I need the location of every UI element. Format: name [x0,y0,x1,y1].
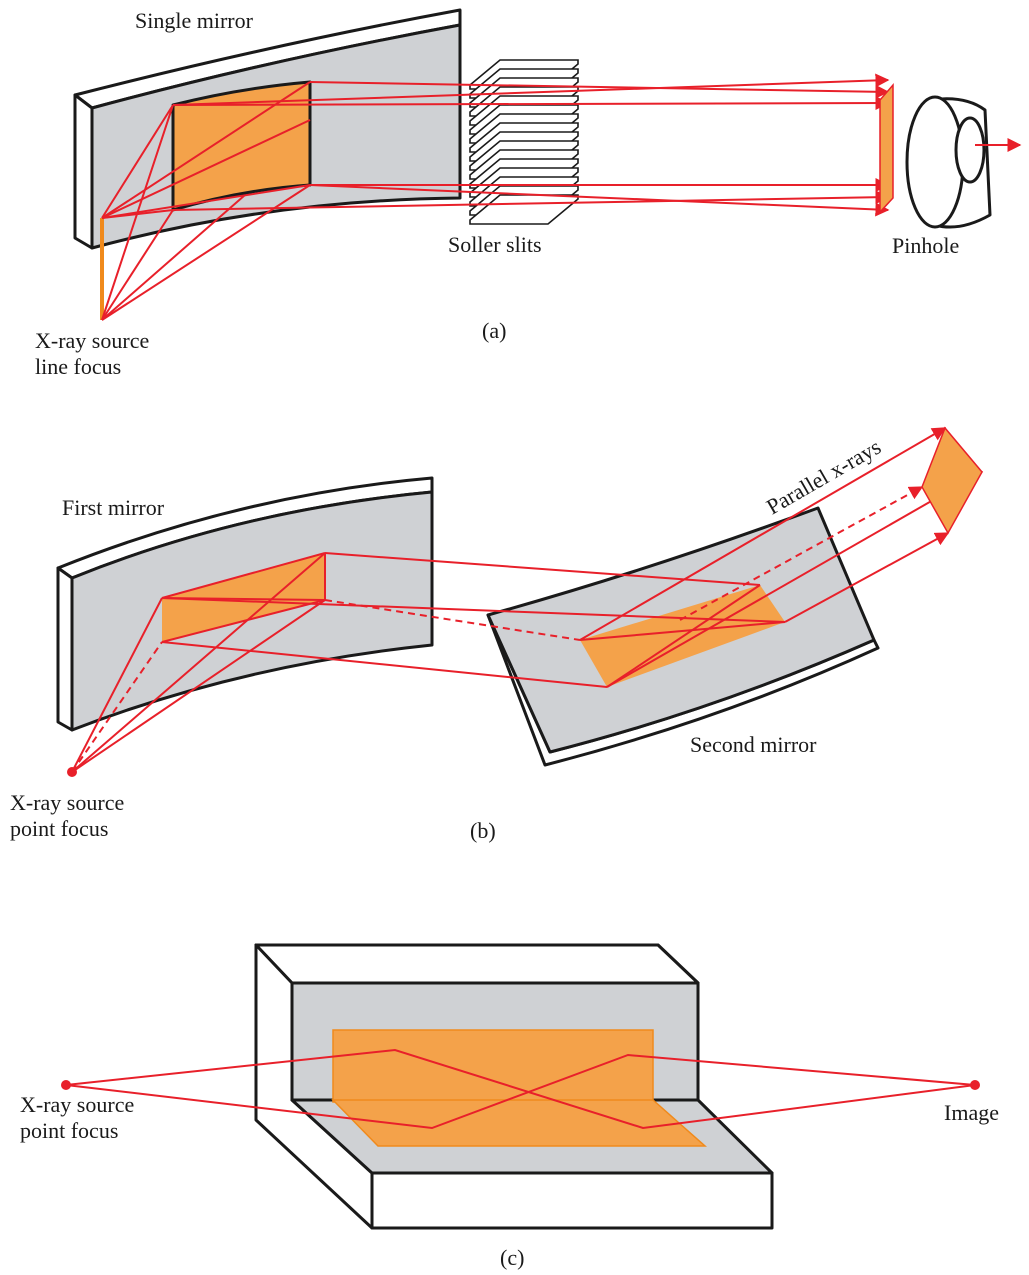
pinhole [905,95,1022,229]
second-mirror-label: Second mirror [690,732,817,757]
source-label-b-1: X-ray source [10,790,124,815]
caption-c: (c) [500,1245,524,1270]
panel-b: First mirror Parallel x-rays Second mirr… [10,426,984,843]
kb-vertical-patch [332,1029,654,1103]
source-label-a-2: line focus [35,354,121,379]
kb-horizontal-patch [331,1099,707,1147]
caption-a: (a) [482,318,506,343]
panel-c: X-ray source point focus Image (c) [20,943,999,1270]
source-label-a-1: X-ray source [35,328,149,353]
source-label-c-2: point focus [20,1118,118,1143]
parallel-xrays-label: Parallel x-rays [762,434,885,519]
source-label-c-1: X-ray source [20,1092,134,1117]
pinhole-label: Pinhole [892,233,959,258]
single-mirror-side [73,93,94,250]
rays-c [65,1048,976,1130]
panel-a: Single mirror Soller slits Pinhole X-ray… [35,8,1022,379]
beam-cross-section-a [879,82,894,214]
caption-b: (b) [470,818,496,843]
reflected-rays-a [172,73,890,217]
source-label-b-2: point focus [10,816,108,841]
image-label: Image [944,1100,999,1125]
first-mirror-patch [162,553,325,642]
first-mirror-side [56,566,74,732]
kb-back-wall-top [254,943,700,985]
single-mirror-label: Single mirror [135,8,254,33]
rays-b [71,427,984,773]
beam-cross-section-b [921,426,983,535]
first-mirror-label: First mirror [62,495,165,520]
kb-front-block [370,1171,774,1230]
soller-slits-label: Soller slits [448,232,542,257]
